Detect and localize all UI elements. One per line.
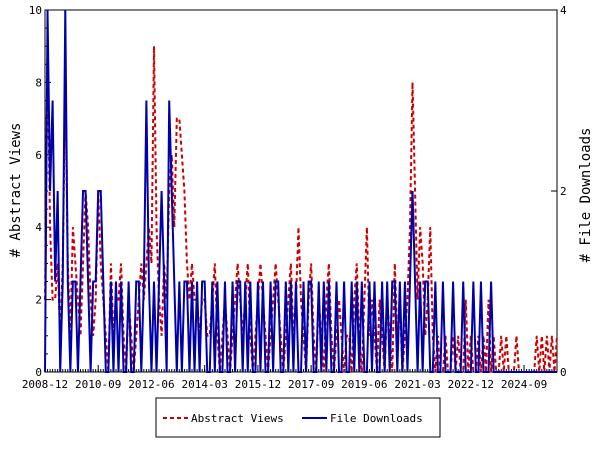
series-layer bbox=[44, 9, 558, 373]
y-left-tick-label: 2 bbox=[35, 294, 42, 307]
y-right-tick-label: 0 bbox=[560, 366, 567, 379]
x-tick-label: 2010-09 bbox=[75, 378, 121, 391]
x-tick-label: 2024-09 bbox=[501, 378, 547, 391]
legend-label-abstract-views: Abstract Views bbox=[191, 412, 284, 425]
y-left-tick-label: 10 bbox=[29, 4, 42, 17]
x-tick-label: 2017-09 bbox=[288, 378, 334, 391]
y-axis-right-title: # File Downloads bbox=[578, 128, 594, 263]
x-tick-label: 2014-03 bbox=[182, 378, 228, 391]
y-axis-left-title: # Abstract Views bbox=[8, 123, 24, 258]
x-tick-label: 2019-06 bbox=[341, 378, 387, 391]
y-left-tick-label: 8 bbox=[35, 76, 42, 89]
x-tick-label: 2022-12 bbox=[448, 378, 494, 391]
legend-label-file-downloads: File Downloads bbox=[330, 412, 423, 425]
x-tick-label: 2012-06 bbox=[128, 378, 174, 391]
legend-box bbox=[155, 397, 441, 438]
y-right-tick-label: 4 bbox=[560, 4, 567, 17]
y-axis-right: 0 2 4 bbox=[551, 4, 567, 379]
y-left-tick-label: 0 bbox=[35, 366, 42, 379]
x-tick-label: 2015-12 bbox=[235, 378, 281, 391]
y-right-tick-label: 2 bbox=[560, 185, 567, 198]
x-tick-label: 2021-03 bbox=[394, 378, 440, 391]
x-tick-label: 2008-12 bbox=[22, 378, 68, 391]
series-line-file-downloads bbox=[44, 9, 557, 373]
y-left-tick-label: 6 bbox=[35, 149, 42, 162]
legend: Abstract Views File Downloads bbox=[155, 397, 441, 438]
y-left-tick-label: 4 bbox=[35, 221, 42, 234]
